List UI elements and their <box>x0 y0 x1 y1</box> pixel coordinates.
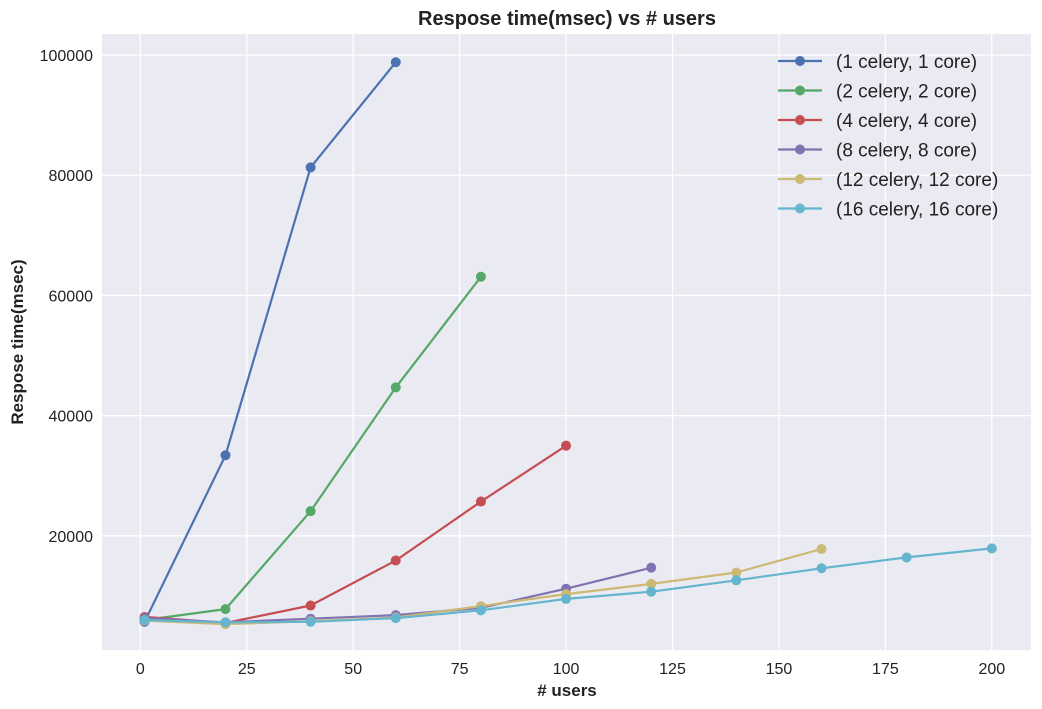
x-tick-label: 175 <box>872 661 899 678</box>
data-point <box>390 57 401 68</box>
legend-entry: (2 celery, 2 core) <box>778 82 977 103</box>
legend-entry: (4 celery, 4 core) <box>778 111 977 132</box>
data-point <box>475 496 486 507</box>
x-tick-label: 150 <box>766 661 793 678</box>
data-point <box>986 543 997 554</box>
data-point <box>731 567 742 578</box>
x-tick-label: 25 <box>238 661 256 678</box>
data-point <box>816 544 827 555</box>
series-6 <box>139 543 997 628</box>
legend-label: (1 celery, 1 core) <box>836 52 977 73</box>
data-point <box>816 563 827 574</box>
data-point <box>731 575 742 586</box>
data-point <box>475 605 486 616</box>
data-point <box>390 555 401 566</box>
y-tick-label: 40000 <box>49 409 94 426</box>
x-tick-label: 125 <box>659 661 686 678</box>
legend-marker <box>795 174 805 184</box>
x-tick-label: 50 <box>344 661 362 678</box>
legend-label: (8 celery, 8 core) <box>836 141 977 162</box>
legend-marker <box>795 203 805 214</box>
legend-label: (4 celery, 4 core) <box>836 111 977 132</box>
data-point <box>475 271 486 282</box>
data-point <box>646 562 657 573</box>
data-point <box>139 614 150 625</box>
legend-marker <box>795 85 805 96</box>
legend-marker <box>795 115 805 125</box>
legend: (1 celery, 1 core) (2 celery, 2 core) (4 c… <box>778 52 998 221</box>
data-point <box>220 617 231 628</box>
legend-label: (12 celery, 12 core) <box>836 170 998 191</box>
data-point <box>305 506 316 517</box>
data-point <box>220 604 231 615</box>
data-point <box>390 613 401 624</box>
data-point <box>561 440 572 451</box>
y-tick-label: 20000 <box>49 529 94 546</box>
data-point <box>305 162 316 173</box>
chart-title: Respose time(msec) vs # users <box>418 8 716 30</box>
data-point <box>646 578 657 589</box>
data-point <box>305 616 316 627</box>
series-layer <box>139 57 997 630</box>
data-point <box>220 450 231 461</box>
y-axis-label: Respose time(msec) <box>8 259 27 424</box>
series-line <box>143 61 397 623</box>
legend-entry: (1 celery, 1 core) <box>778 52 977 73</box>
legend-entry: (16 celery, 16 core) <box>778 200 998 221</box>
data-point <box>901 552 912 563</box>
legend-label: (2 celery, 2 core) <box>836 82 977 103</box>
data-point <box>390 382 401 393</box>
y-tick-label: 100000 <box>40 48 93 65</box>
x-tick-label: 200 <box>978 661 1005 678</box>
x-ticks: 0 25 50 75 100 125 150 175 200 <box>136 661 1005 678</box>
y-tick-label: 80000 <box>49 168 94 185</box>
legend-marker <box>795 144 805 155</box>
legend-label: (16 celery, 16 core) <box>836 200 998 221</box>
y-ticks: 20000 40000 60000 80000 100000 <box>40 48 93 546</box>
legend-marker <box>795 56 805 66</box>
y-tick-label: 60000 <box>49 288 94 305</box>
x-tick-label: 75 <box>451 661 469 678</box>
legend-entry: (8 celery, 8 core) <box>778 141 977 162</box>
data-point <box>305 600 316 611</box>
x-tick-label: 0 <box>136 661 145 678</box>
x-axis-label: # users <box>537 681 597 700</box>
legend-entry: (12 celery, 12 core) <box>778 170 998 191</box>
grid <box>102 34 1031 650</box>
data-point <box>646 586 657 597</box>
data-point <box>561 593 572 604</box>
x-tick-label: 100 <box>553 661 580 678</box>
